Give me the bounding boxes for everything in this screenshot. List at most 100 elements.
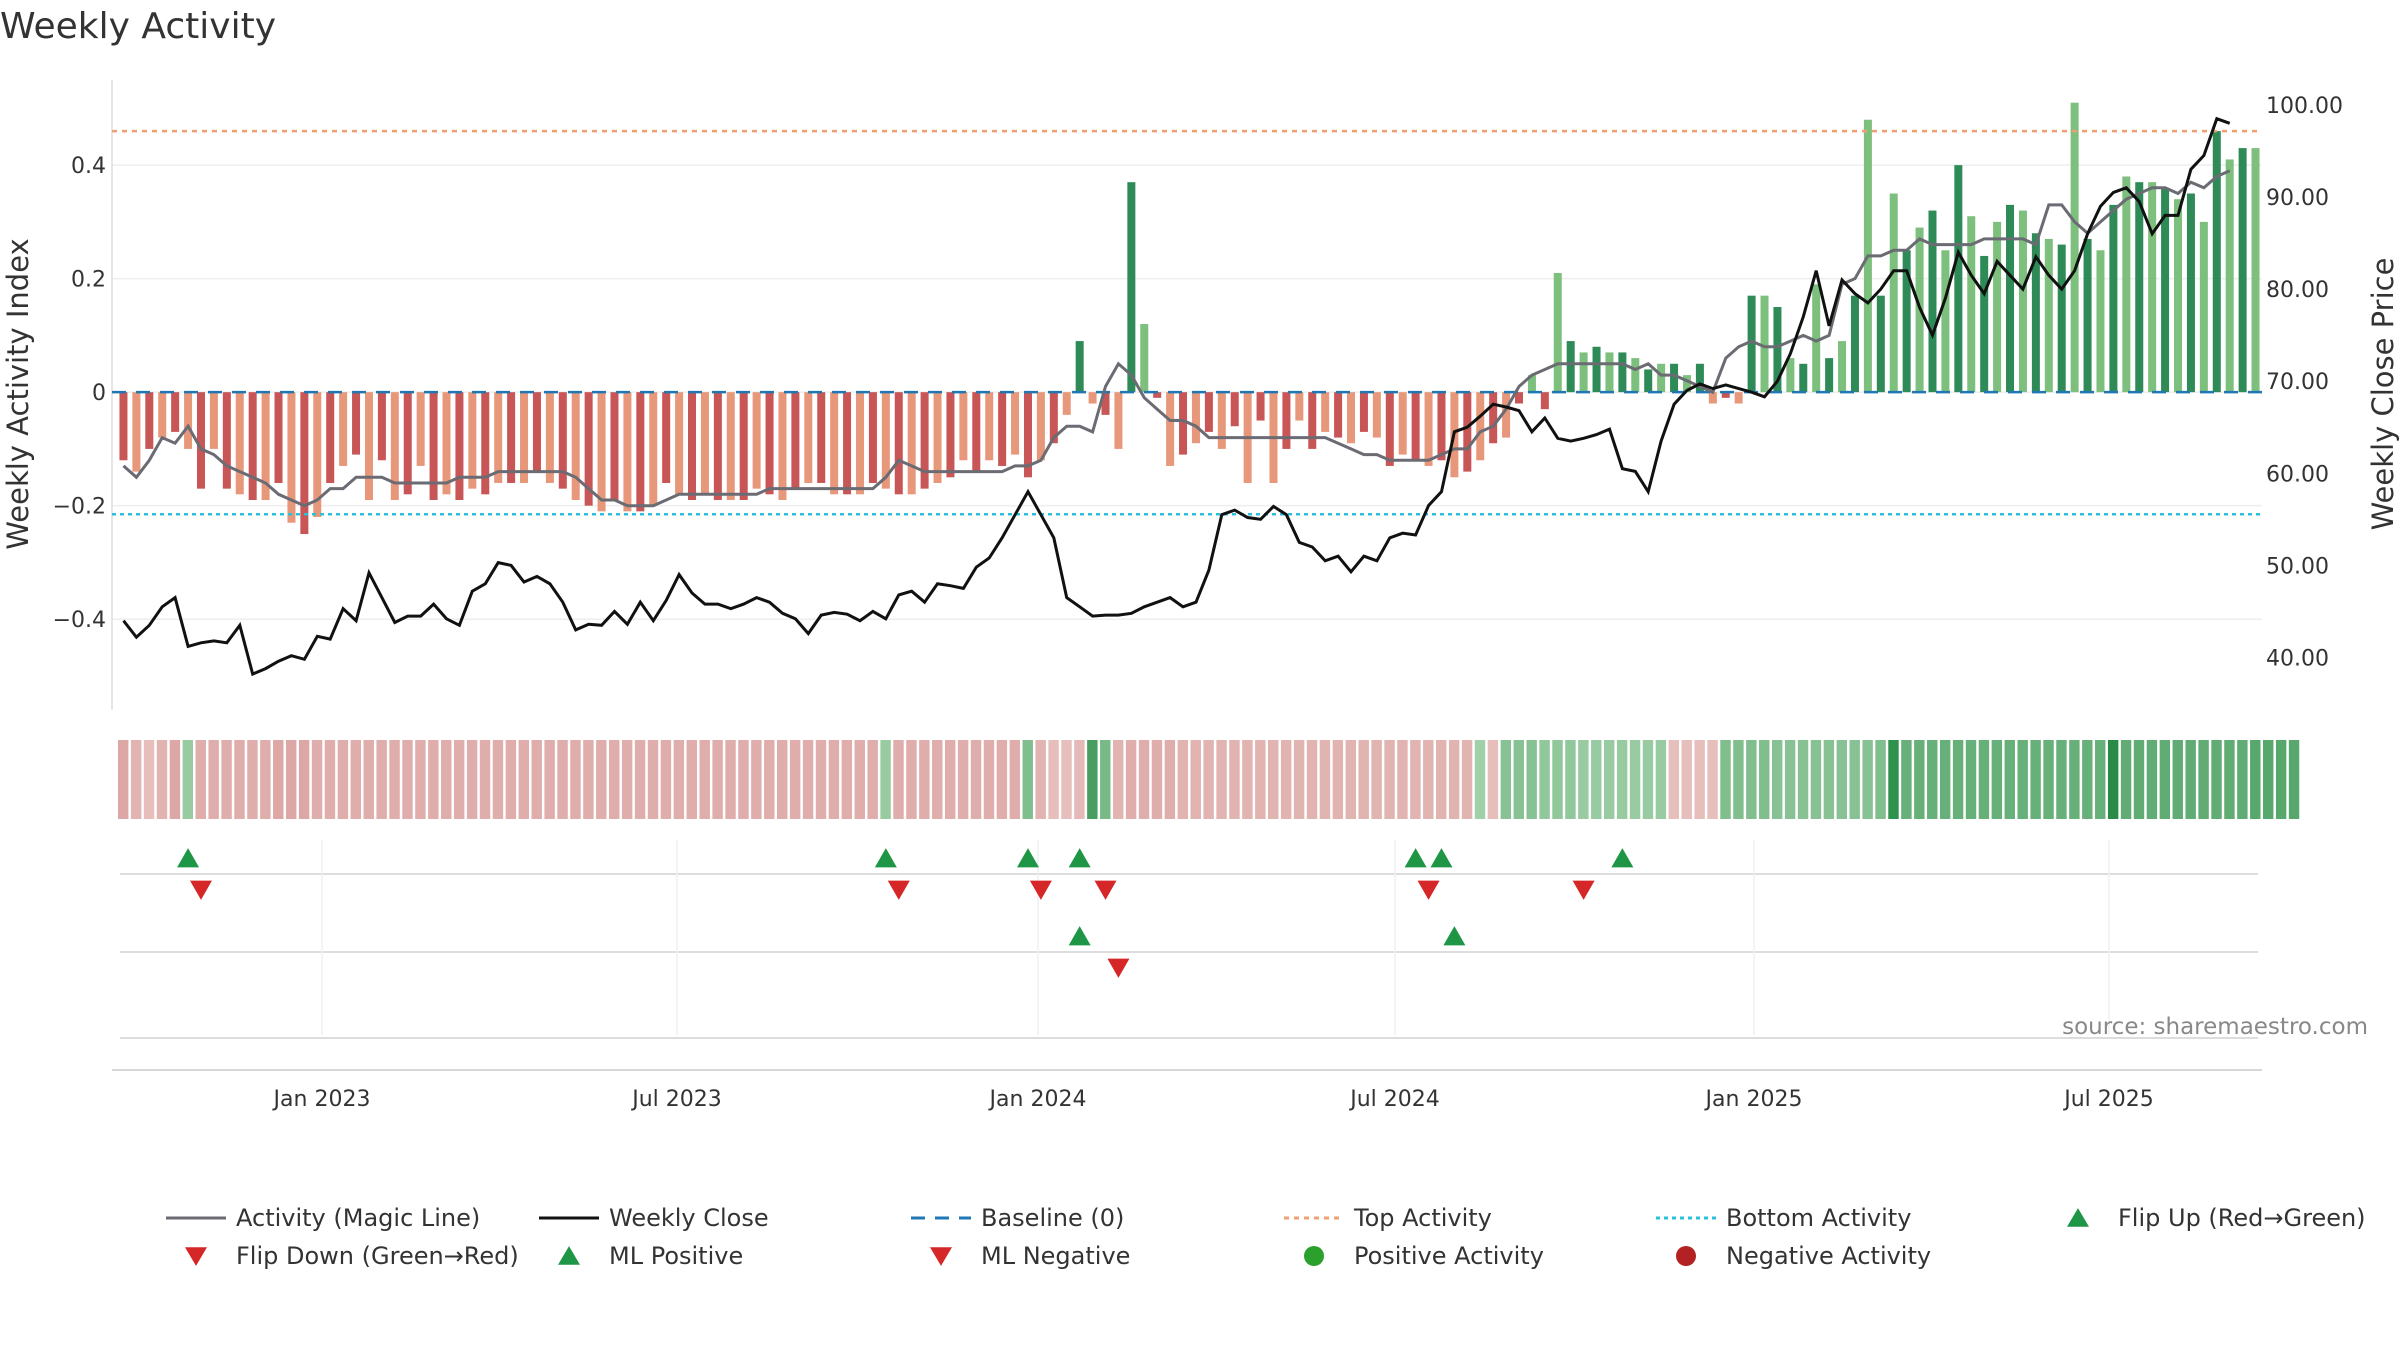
activity-bar [739, 392, 748, 500]
activity-bar [545, 392, 554, 483]
strip-cell [1991, 740, 2003, 819]
strip-cell [970, 740, 982, 819]
activity-bar [520, 392, 529, 483]
activity-bar [688, 392, 697, 500]
strip-cell [2288, 740, 2300, 819]
strip-cell [143, 740, 155, 819]
activity-bar [920, 392, 929, 489]
strip-cell [118, 740, 129, 819]
strip-cell [441, 740, 452, 819]
strip-cell [2107, 740, 2119, 819]
strip-cell [1746, 740, 1757, 819]
strip-cell [1461, 740, 1473, 819]
strip-cell [492, 740, 504, 819]
activity-bar [248, 392, 257, 500]
activity-bar [1566, 341, 1575, 393]
strip-cell [324, 740, 336, 819]
activity-bar [1980, 255, 1989, 393]
strip-cell [1629, 740, 1641, 819]
flip-down-marker [1572, 880, 1595, 900]
legend-swatch [930, 1247, 952, 1266]
legend-label: ML Negative [981, 1242, 1130, 1270]
activity-bar [2251, 148, 2260, 393]
activity-bar [636, 392, 645, 512]
x-tick-label: Jan 2023 [272, 1087, 371, 1112]
activity-bar [1850, 295, 1859, 393]
activity-bar [326, 392, 335, 483]
activity-bar [1153, 392, 1162, 398]
activity-bar [2212, 131, 2221, 393]
flip-up-marker [177, 848, 200, 868]
strip-cell [1061, 740, 1072, 819]
strip-cell [1733, 740, 1744, 819]
activity-bar [1579, 352, 1588, 393]
activity-bar [894, 392, 903, 495]
strip-cell [1345, 740, 1356, 819]
activity-bar [1140, 324, 1149, 393]
activity-bar [1217, 392, 1226, 449]
legend: Activity (Magic Line) Weekly Close Baselin… [166, 1204, 2366, 1270]
strip-cell [1190, 740, 1201, 819]
activity-bar [1398, 392, 1407, 455]
activity-bar [1347, 392, 1356, 444]
activity-bar [1760, 295, 1769, 393]
strip-cell [1642, 740, 1654, 819]
activity-bar [2109, 204, 2118, 393]
activity-bar [713, 392, 722, 500]
activity-bar [1734, 392, 1743, 404]
signal-panels [120, 840, 2258, 1039]
strip-cell [169, 740, 181, 819]
activity-bar [881, 392, 890, 489]
activity-bar [623, 392, 632, 512]
strip-cell [1242, 740, 1253, 819]
activity-bar [1062, 392, 1071, 415]
activity-bar [1321, 392, 1330, 432]
activity-bar [1812, 284, 1821, 393]
strip-cell [673, 740, 685, 819]
activity-bar [1334, 392, 1343, 438]
strip-cell [156, 740, 168, 819]
activity-bar [1101, 392, 1110, 415]
right-tick-label: 80.00 [2266, 278, 2329, 303]
strip-cell [376, 740, 387, 819]
activity-bar [778, 392, 787, 500]
activity-bar [352, 392, 361, 455]
strip-cell [1009, 740, 1021, 819]
activity-bar [494, 392, 503, 483]
left-tick-label: 0 [92, 381, 106, 406]
activity-bar [972, 392, 981, 472]
activity-bar [1489, 392, 1498, 444]
activity-bar [119, 392, 128, 461]
strip-cell [1112, 740, 1124, 819]
activity-bar [1644, 369, 1653, 393]
legend-label: Activity (Magic Line) [236, 1204, 480, 1232]
activity-bar [455, 392, 464, 500]
strip-cell [2056, 740, 2067, 819]
strip-cell [1952, 740, 1964, 819]
strip-cell [350, 740, 362, 819]
activity-bar [377, 392, 386, 461]
activity-bar [700, 392, 709, 495]
strip-cell [1035, 740, 1046, 819]
strip-cell [260, 740, 271, 819]
activity-bar [132, 392, 141, 472]
activity-bar [1670, 363, 1679, 393]
right-tick-label: 50.00 [2266, 554, 2329, 579]
activity-bar [2122, 176, 2131, 393]
activity-bar [959, 392, 968, 461]
strip-cell [1513, 740, 1524, 819]
strip-cell [273, 740, 284, 819]
activity-bar [1825, 358, 1834, 393]
strip-cell [453, 740, 465, 819]
strip-cell [880, 740, 891, 819]
activity-bar [1682, 375, 1691, 393]
right-tick-label: 70.00 [2266, 370, 2329, 395]
activity-bar [868, 392, 877, 483]
strip-cell [983, 740, 995, 819]
strip-cell [1306, 740, 1318, 819]
activity-bar [1967, 216, 1976, 393]
left-tick-label: −0.2 [53, 495, 106, 520]
activity-bar [2096, 250, 2105, 393]
flip-up-marker [1430, 848, 1453, 868]
activity-bar [1838, 341, 1847, 393]
